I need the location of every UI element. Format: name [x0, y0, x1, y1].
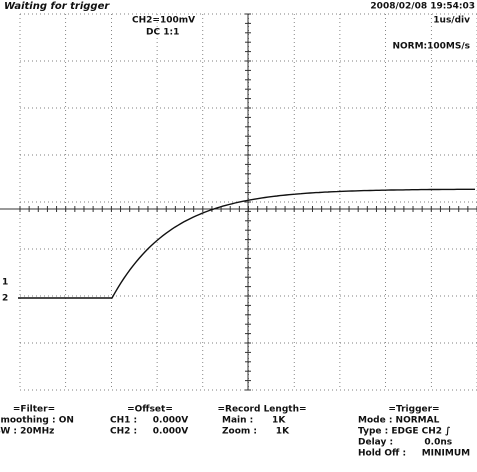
channel-scale: CH2=100mV [132, 16, 195, 26]
panel-line: BW : 20MHz [0, 427, 54, 437]
panel-title: =Record Length= [217, 405, 306, 415]
panel-title: =Filter= [13, 405, 55, 415]
coupling: DC 1:1 [146, 28, 179, 38]
marker: 1 [2, 278, 8, 288]
waveform [18, 188, 475, 299]
panel-line: CH2 : 0.000V [110, 427, 188, 437]
panel-line: Main : 1K [222, 416, 286, 426]
panel-line: Type : EDGE CH2 ∫ [358, 427, 451, 437]
panel-line: Delay : 0.0ns [358, 438, 452, 448]
time-scale: 1us/div [433, 16, 470, 26]
datetime: 2008/02/08 19:54:03 [370, 2, 475, 12]
panel-title: =Offset= [127, 405, 173, 415]
panel-line: CH1 : 0.000V [110, 416, 188, 426]
panel-line: Hold Off : MINIMUM [358, 449, 470, 459]
status: Waiting for trigger [4, 1, 110, 12]
panel-line: Zoom : 1K [222, 427, 290, 437]
panel-line: Mode : NORMAL [358, 416, 440, 426]
panel-title: =Trigger= [388, 405, 439, 415]
panel-line: Smoothing : ON [0, 416, 74, 426]
marker: 2 [2, 294, 8, 304]
